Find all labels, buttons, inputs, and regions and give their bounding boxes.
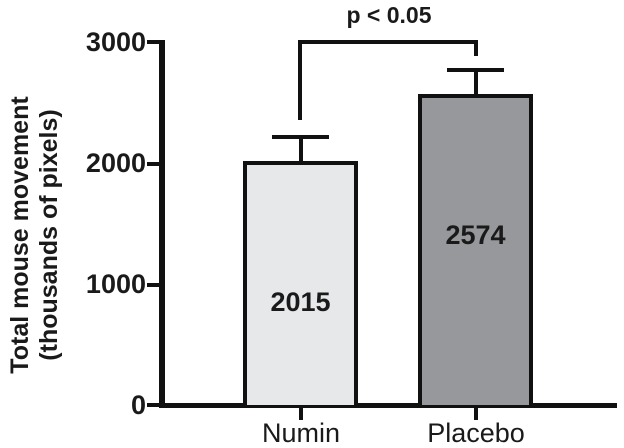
error-bar-cap-placebo — [447, 68, 504, 72]
bar-numin — [243, 161, 358, 405]
x-label-placebo: Placebo — [427, 418, 525, 448]
bar-value-label-placebo: 2574 — [445, 220, 506, 250]
error-bar-line-placebo — [474, 70, 478, 94]
significance-bracket-right-leg — [474, 40, 478, 56]
x-label-numin: Numin — [261, 418, 341, 448]
y-tick-label-0: 0 — [130, 390, 146, 420]
y-tick-0 — [147, 403, 160, 407]
significance-bracket-left-leg — [298, 40, 302, 120]
significance-label: p < 0.05 — [346, 2, 432, 28]
error-bar-cap-numin — [272, 135, 329, 139]
y-axis-line — [159, 40, 165, 408]
y-tick-label-1000: 1000 — [85, 269, 146, 299]
y-tick-1000 — [147, 282, 160, 287]
x-axis-line — [159, 403, 617, 408]
y-tick-label-3000: 3000 — [85, 27, 146, 57]
y-tick-3000 — [147, 40, 160, 44]
significance-bracket-top — [298, 40, 478, 44]
bar-value-label-numin: 2015 — [270, 287, 331, 317]
y-tick-2000 — [147, 161, 160, 166]
bar-placebo — [418, 94, 533, 405]
y-axis-title-line2: (thousands of pixels) — [35, 109, 63, 361]
x-tick-numin — [298, 408, 303, 420]
error-bar-line-numin — [299, 137, 303, 161]
x-tick-placebo — [473, 408, 478, 420]
y-axis-title-line1: Total mouse movement — [6, 96, 34, 374]
y-tick-label-2000: 2000 — [85, 148, 146, 178]
y-axis-title: Total mouse movement (thousands of pixel… — [6, 80, 66, 390]
